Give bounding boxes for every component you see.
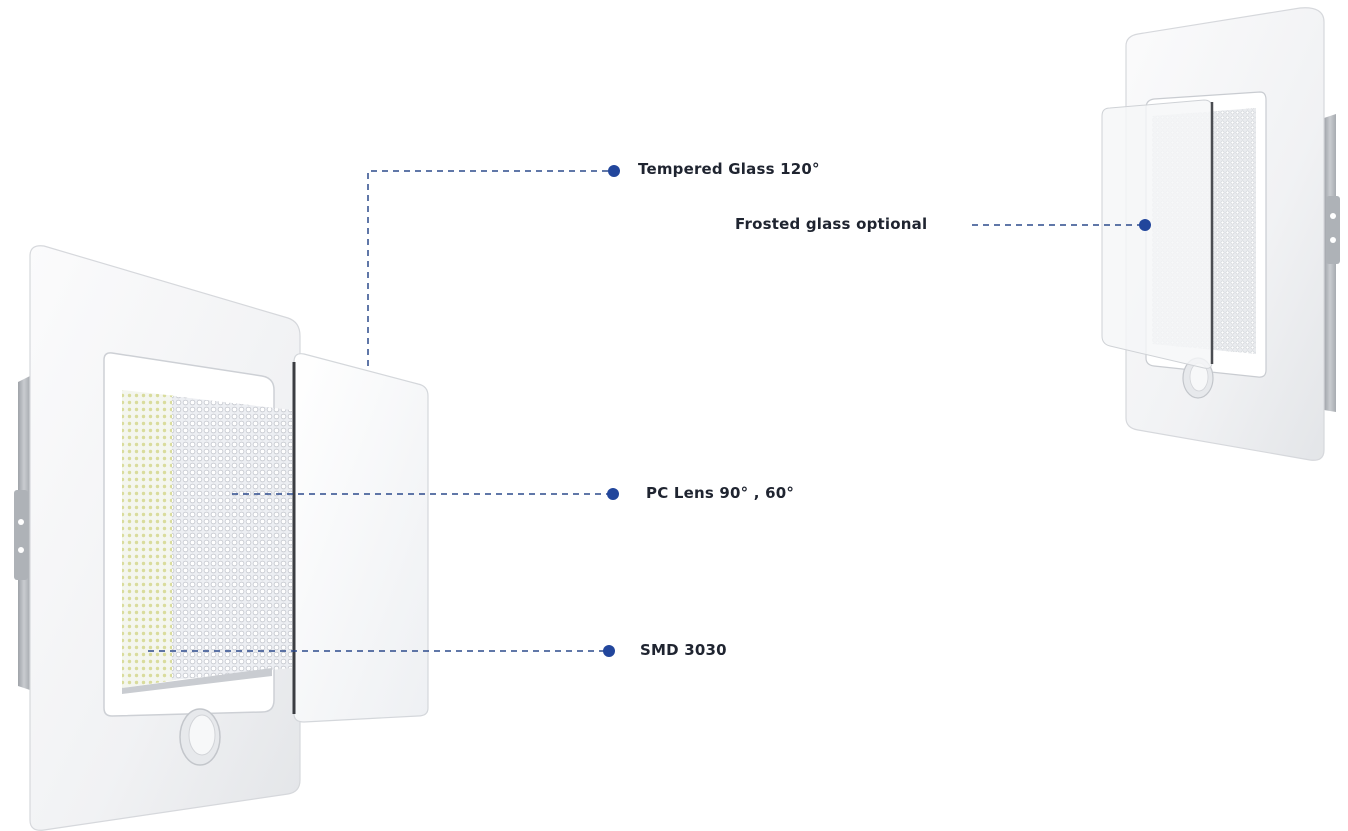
frosted-glass-pane: [1101, 99, 1213, 369]
label-pc-lens: PC Lens 90° , 60°: [646, 484, 795, 502]
label-smd: SMD 3030: [640, 641, 727, 659]
tempered-glass-pane: [293, 353, 429, 723]
right-fixture: [1101, 7, 1340, 461]
callout-line-tempered-glass: [367, 170, 612, 366]
callout-dot-smd: [603, 645, 615, 657]
pc-lens-array: [172, 396, 292, 680]
motion-sensor: [179, 708, 221, 766]
left-fixture: [14, 245, 429, 831]
led-board-smd: [122, 390, 176, 688]
callout-dot-tempered-glass: [608, 165, 620, 177]
bracket-clip: [14, 490, 28, 580]
label-tempered-glass: Tempered Glass 120°: [638, 160, 820, 178]
callout-dot-pc-lens: [607, 488, 619, 500]
callout-dot-frosted-glass: [1139, 219, 1151, 231]
label-frosted-glass: Frosted glass optional: [735, 215, 928, 233]
